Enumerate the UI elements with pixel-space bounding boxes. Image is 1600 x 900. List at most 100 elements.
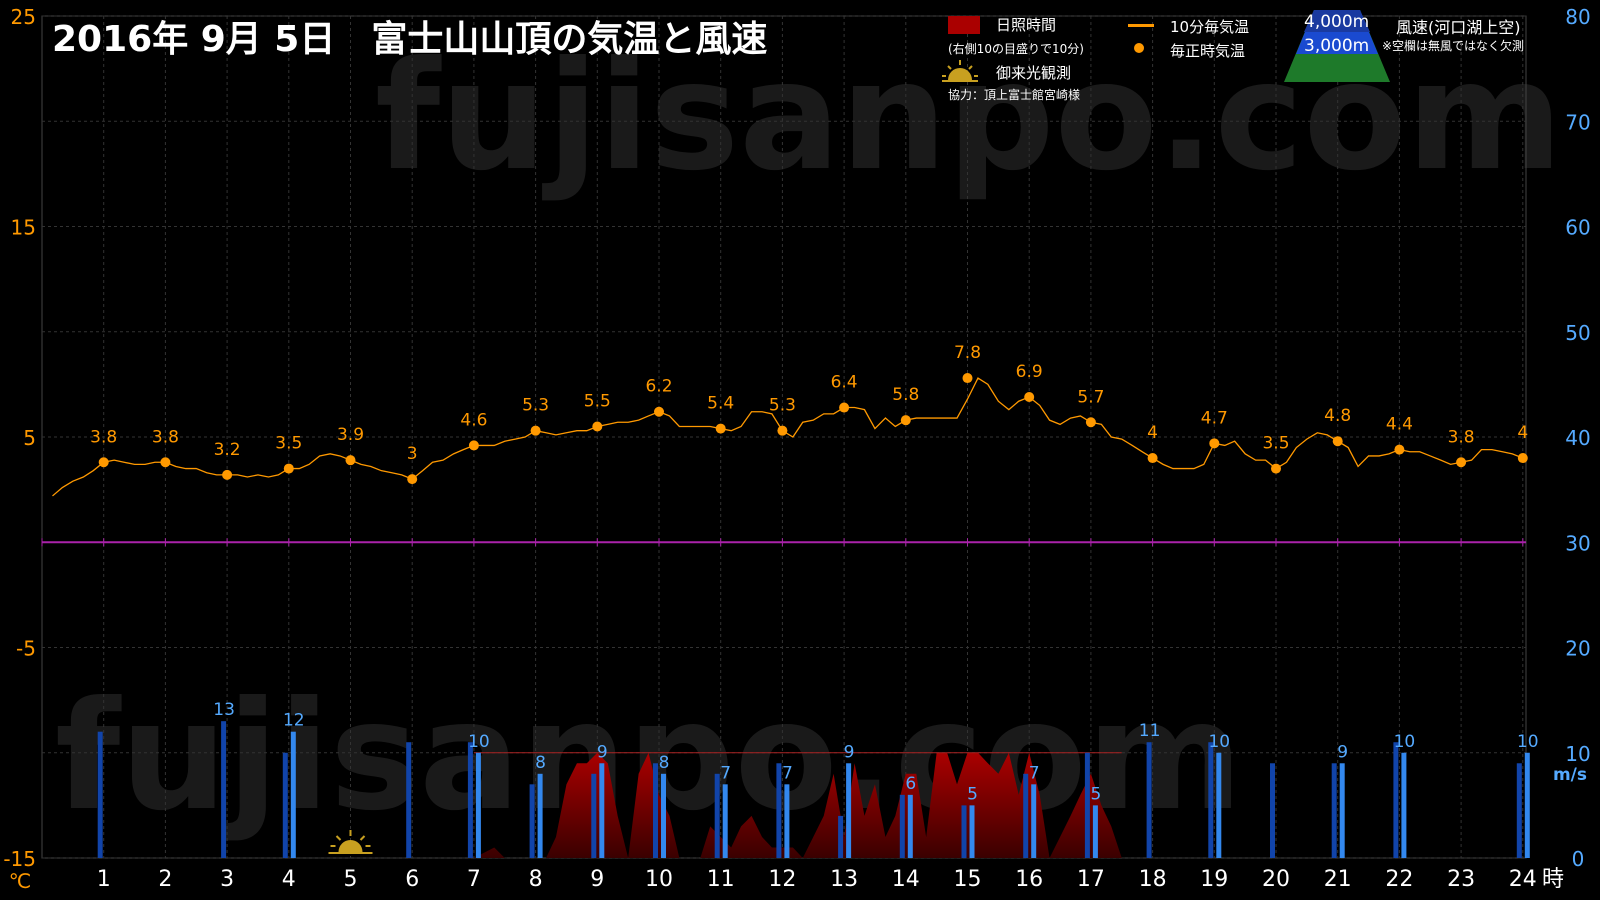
- x-axis-tick-15: 15: [954, 867, 982, 892]
- x-axis-tick-2: 2: [158, 867, 172, 892]
- wind-3000m-bar-17: [1092, 805, 1098, 858]
- wind-3000m-label-16: 7: [1029, 763, 1040, 783]
- wind-3000m-label-21: 9: [1337, 742, 1348, 762]
- wind-3000m-bar-15: [969, 805, 975, 858]
- page-title: 2016年 9月 5日 富士山山頂の気温と風速: [52, 19, 768, 60]
- hourly-temp-label-22: 4.4: [1386, 415, 1413, 435]
- left-axis-tick-5: 5: [23, 426, 36, 450]
- sunrise-legend-icon: [942, 60, 978, 82]
- wind-3000m-label-8: 8: [535, 753, 546, 773]
- x-axis-tick-16: 16: [1015, 867, 1043, 892]
- x-axis-tick-3: 3: [220, 867, 234, 892]
- hourly-temp-label-12: 5.3: [769, 396, 796, 416]
- right-axis-tick-50: 50: [1565, 321, 1590, 345]
- hourly-temp-dot-16: [1024, 392, 1035, 403]
- x-axis-tick-9: 9: [590, 867, 604, 892]
- wind-3000m-bar-8: [537, 773, 543, 858]
- wind-3000m-label-9: 9: [597, 742, 608, 762]
- wind-3000m-label-7: 10: [468, 732, 490, 752]
- x-axis-tick-1: 1: [97, 867, 111, 892]
- wind-3000m-label-22: 10: [1394, 732, 1416, 752]
- wind-4000m-bar-9: [591, 773, 597, 858]
- hourly-temp-dot-17: [1085, 417, 1096, 428]
- wind-4000m-bar-1: [97, 731, 103, 858]
- x-axis-tick-22: 22: [1385, 867, 1413, 892]
- right-axis-tick-10: 10: [1565, 742, 1590, 766]
- x-axis-tick-19: 19: [1200, 867, 1228, 892]
- hourly-temp-label-9: 5.5: [584, 391, 611, 411]
- wind-4000m-bar-18: [1146, 742, 1152, 858]
- x-axis-tick-4: 4: [282, 867, 296, 892]
- hourly-temp-label-2: 3.8: [152, 427, 179, 447]
- x-axis-unit: 時: [1542, 867, 1564, 892]
- altitude-3000-label: 3,000m: [1304, 36, 1370, 56]
- hourly-temp-label-16: 6.9: [1016, 362, 1043, 382]
- x-axis-tick-17: 17: [1077, 867, 1105, 892]
- hourly-temp-dot-6: [407, 474, 418, 485]
- wind-4000m-bar-7: [467, 742, 473, 858]
- wind-3000m-label-11: 7: [720, 763, 731, 783]
- right-axis-tick-30: 30: [1565, 531, 1590, 555]
- wind-legend-note: ※空欄は無風ではなく欠測: [1382, 39, 1525, 53]
- wind-3000m-bar-11: [722, 784, 728, 858]
- x-axis-tick-20: 20: [1262, 867, 1290, 892]
- credit-text: 協力：頂上富士館宮崎様: [948, 88, 1081, 102]
- hourly-temp-label-15: 7.8: [954, 343, 981, 363]
- hourly-temp-dot-12: [777, 425, 788, 436]
- wind-4000m-bar-17: [1084, 752, 1090, 858]
- altitude-4000-label: 4,000m: [1304, 12, 1370, 32]
- wind-4000m-bar-22: [1393, 742, 1399, 858]
- hourly-temp-label-4: 3.5: [275, 434, 302, 454]
- hourly-temp-label-8: 5.3: [522, 396, 549, 416]
- hourly-temp-legend-label: 毎正時気温: [1170, 42, 1246, 60]
- wind-4000m-label-18: 11: [1139, 721, 1161, 741]
- hourly-temp-dot-19: [1209, 438, 1220, 449]
- x-axis-tick-11: 11: [707, 867, 735, 892]
- left-axis-tick-25: 25: [11, 5, 36, 29]
- hourly-temp-label-20: 3.5: [1262, 434, 1289, 454]
- left-axis-unit: ℃: [9, 869, 31, 893]
- x-axis-tick-13: 13: [830, 867, 858, 892]
- hourly-temp-dot-8: [530, 425, 541, 436]
- left-axis-tick--15: -15: [3, 847, 36, 871]
- wind-4000m-bar-16: [1023, 773, 1029, 858]
- hourly-temp-dot-22: [1394, 444, 1405, 455]
- wind-3000m-bar-21: [1339, 763, 1345, 858]
- hourly-temp-label-5: 3.9: [337, 425, 364, 445]
- hourly-temp-dot-14: [900, 415, 911, 426]
- x-axis-tick-14: 14: [892, 867, 920, 892]
- wind-4000m-bar-14: [899, 794, 905, 858]
- hourly-temp-label-13: 6.4: [831, 373, 858, 393]
- hourly-temp-dot-20: [1271, 463, 1281, 474]
- right-axis-tick-0: 0: [1572, 847, 1585, 871]
- hourly-temp-dot-9: [592, 421, 603, 432]
- hourly-temp-dot-2: [160, 457, 171, 468]
- sunshine-legend-note: (右側10の目盛りで10分): [948, 42, 1084, 56]
- sunrise-ray-1: [335, 835, 342, 841]
- wind-3000m-label-12: 7: [782, 763, 793, 783]
- hourly-temp-dot-4: [283, 463, 294, 474]
- right-axis-tick-80: 80: [1565, 5, 1590, 29]
- hourly-temp-label-10: 6.2: [645, 377, 672, 397]
- wind-3000m-label-17: 5: [1090, 784, 1101, 804]
- wind-3000m-label-4: 12: [283, 711, 305, 731]
- temp10-legend-swatch: [1128, 24, 1154, 27]
- x-axis-tick-10: 10: [645, 867, 673, 892]
- hourly-temp-label-17: 5.7: [1077, 387, 1104, 407]
- hourly-temp-dot-3: [222, 469, 233, 480]
- wind-4000m-bar-8: [529, 784, 535, 858]
- wind-4000m-bar-13: [838, 815, 844, 858]
- right-axis-tick-20: 20: [1565, 637, 1590, 661]
- hourly-temp-label-6: 3: [407, 444, 418, 464]
- wind-4000m-label-3: 13: [213, 700, 235, 720]
- sunshine-area-fill: [443, 752, 1122, 858]
- right-axis-tick-60: 60: [1565, 216, 1590, 240]
- x-axis-tick-23: 23: [1447, 867, 1475, 892]
- temp10-legend-label: 10分毎気温: [1170, 18, 1250, 36]
- x-axis-tick-5: 5: [344, 867, 358, 892]
- zero-degree-line: [41, 538, 1526, 547]
- hourly-temp-dot-10: [654, 406, 664, 417]
- gridlines: [41, 15, 1527, 859]
- wind-3000m-label-24: 10: [1517, 732, 1539, 752]
